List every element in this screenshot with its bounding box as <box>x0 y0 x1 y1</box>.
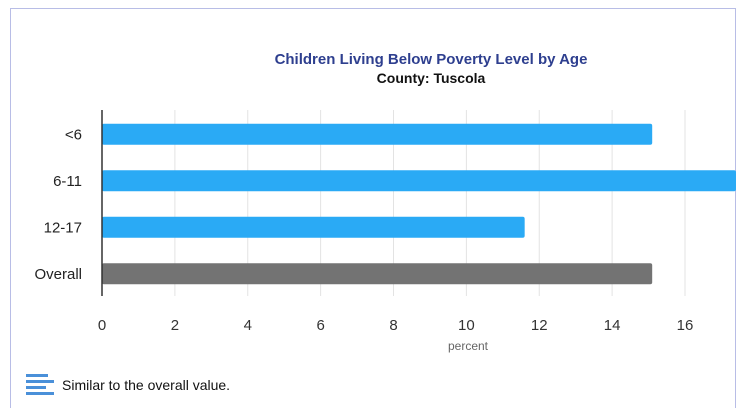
category-labels: <6 6-11 12-17 Overall <box>34 126 82 283</box>
x-axis-title: percent <box>448 339 489 353</box>
x-tick-label: 16 <box>677 317 694 334</box>
chart-title: Children Living Below Poverty Level by A… <box>275 51 588 68</box>
category-label: Overall <box>34 266 82 283</box>
x-tick-label: 8 <box>389 317 397 334</box>
chart-frame <box>10 8 736 408</box>
category-label: 12-17 <box>44 219 82 236</box>
category-label: 6-11 <box>53 173 82 190</box>
bar[interactable] <box>102 263 653 285</box>
legend-text: Similar to the overall value. <box>62 377 231 393</box>
x-tick-label: 12 <box>531 317 548 334</box>
bar[interactable] <box>102 216 525 238</box>
bars <box>102 123 736 285</box>
bar-chart: Children Living Below Poverty Level by A… <box>34 51 736 353</box>
x-tick-label: 2 <box>171 317 179 334</box>
x-tick-label: 6 <box>316 317 324 334</box>
bar[interactable] <box>102 123 653 145</box>
x-tick-label: 10 <box>458 317 475 334</box>
legend: Similar to the overall value. <box>26 373 230 397</box>
category-label: <6 <box>65 126 82 143</box>
x-axis-ticks: 0 2 4 6 8 10 12 14 16 <box>98 317 694 334</box>
x-tick-label: 14 <box>604 317 621 334</box>
chart-subtitle: County: Tuscola <box>377 70 486 86</box>
similar-bars-icon <box>26 374 54 395</box>
bar[interactable] <box>102 170 736 192</box>
x-tick-label: 0 <box>98 317 106 334</box>
x-tick-label: 4 <box>244 317 252 334</box>
